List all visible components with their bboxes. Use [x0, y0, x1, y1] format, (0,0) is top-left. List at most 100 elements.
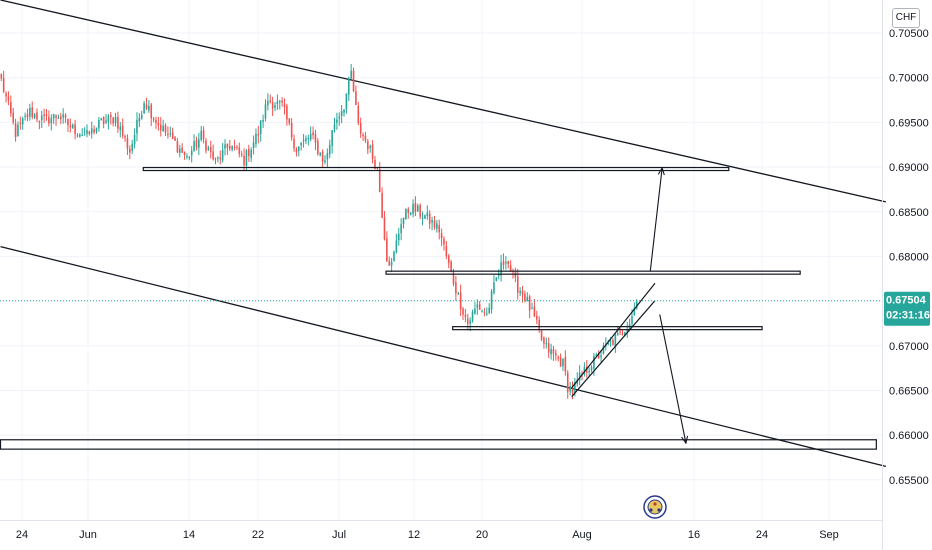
- candle-body: [478, 304, 481, 310]
- x-tick-label: 14: [183, 529, 195, 541]
- candle-body: [278, 101, 281, 103]
- candle-body: [526, 297, 529, 302]
- candle-body: [169, 133, 172, 135]
- candle-body: [559, 357, 562, 367]
- candle: [62, 108, 64, 124]
- candle-body: [402, 217, 405, 225]
- candle: [248, 144, 250, 162]
- candle: [438, 219, 441, 240]
- candle-body: [626, 329, 629, 332]
- candle-body: [514, 272, 517, 278]
- candle-body: [193, 141, 195, 152]
- candle: [355, 85, 357, 106]
- candle: [5, 91, 7, 103]
- candle-body: [43, 114, 45, 116]
- candle-body: [136, 119, 138, 134]
- candle-body: [602, 345, 605, 354]
- candle-body: [40, 115, 43, 121]
- candle-body: [347, 77, 350, 95]
- candle: [298, 146, 300, 157]
- candle: [186, 153, 188, 160]
- candle: [259, 120, 262, 142]
- candle: [531, 302, 533, 310]
- candle-body: [5, 93, 7, 97]
- candle: [488, 303, 490, 315]
- candle: [559, 353, 562, 367]
- candle: [569, 381, 571, 396]
- time-axis[interactable]: 24 Jun 14 22 Jul 12 20 Aug 16 24 Sep: [16, 529, 839, 541]
- candle: [240, 150, 243, 158]
- candle-body: [131, 143, 133, 151]
- candle: [528, 294, 531, 319]
- candle-body: [274, 105, 276, 108]
- candle-body: [405, 208, 407, 220]
- candle: [319, 152, 322, 157]
- candle: [276, 94, 279, 110]
- candle-body: [7, 96, 10, 101]
- candle-body: [328, 144, 331, 155]
- candle-body: [102, 116, 105, 125]
- candle-body: [319, 152, 322, 156]
- candle: [471, 309, 474, 323]
- candle: [150, 102, 153, 127]
- candle-body: [207, 147, 210, 150]
- candle: [340, 104, 343, 124]
- candle-body: [88, 131, 91, 134]
- candle: [228, 139, 231, 151]
- candle: [552, 345, 555, 361]
- candle-body: [76, 135, 79, 137]
- candle-body: [71, 124, 74, 129]
- candle: [547, 337, 550, 358]
- candle-body: [609, 340, 612, 342]
- candle: [414, 196, 417, 217]
- candle-body: [419, 204, 421, 217]
- candle-body: [167, 134, 169, 136]
- candle-body: [240, 154, 243, 156]
- candle-body: [350, 70, 352, 79]
- currency-badge[interactable]: CHF: [892, 8, 920, 28]
- candle-body: [490, 291, 493, 310]
- candle-body: [252, 142, 255, 148]
- trendline: [0, 0, 887, 203]
- candle-body: [259, 120, 262, 134]
- candle: [219, 150, 222, 165]
- candle: [445, 240, 448, 260]
- candle-body: [600, 355, 602, 358]
- candle: [395, 233, 398, 254]
- candle-body: [264, 104, 267, 119]
- candle: [233, 139, 236, 151]
- candle-body: [624, 332, 626, 336]
- candle: [433, 215, 436, 230]
- candle: [221, 143, 224, 163]
- candle: [600, 350, 602, 364]
- candle-body: [545, 343, 548, 345]
- candle: [98, 116, 100, 132]
- candle-body: [417, 205, 419, 212]
- candle-body: [31, 107, 34, 118]
- candle-body: [112, 117, 114, 124]
- candle-body: [426, 212, 429, 216]
- candle-body: [12, 112, 14, 123]
- candle: [490, 289, 493, 314]
- candle-body: [607, 343, 609, 345]
- candle: [274, 102, 276, 112]
- candle: [224, 139, 226, 156]
- candle: [90, 121, 93, 139]
- candle-body: [616, 333, 619, 336]
- candle-body: [590, 367, 593, 371]
- candle-body: [540, 330, 543, 340]
- candle: [250, 147, 252, 162]
- candle-body: [502, 261, 505, 265]
- x-tick-label: 12: [408, 529, 420, 541]
- candle-body: [612, 339, 614, 345]
- candle-body: [386, 238, 388, 262]
- candle: [295, 147, 298, 157]
- candle-body: [438, 225, 441, 233]
- candle: [71, 123, 74, 129]
- candle: [2, 70, 5, 94]
- candle-body: [236, 146, 238, 148]
- candle: [402, 217, 405, 229]
- candle: [440, 228, 443, 247]
- price-axis[interactable]: 0.655000.660000.665000.670000.675000.680…: [889, 28, 929, 487]
